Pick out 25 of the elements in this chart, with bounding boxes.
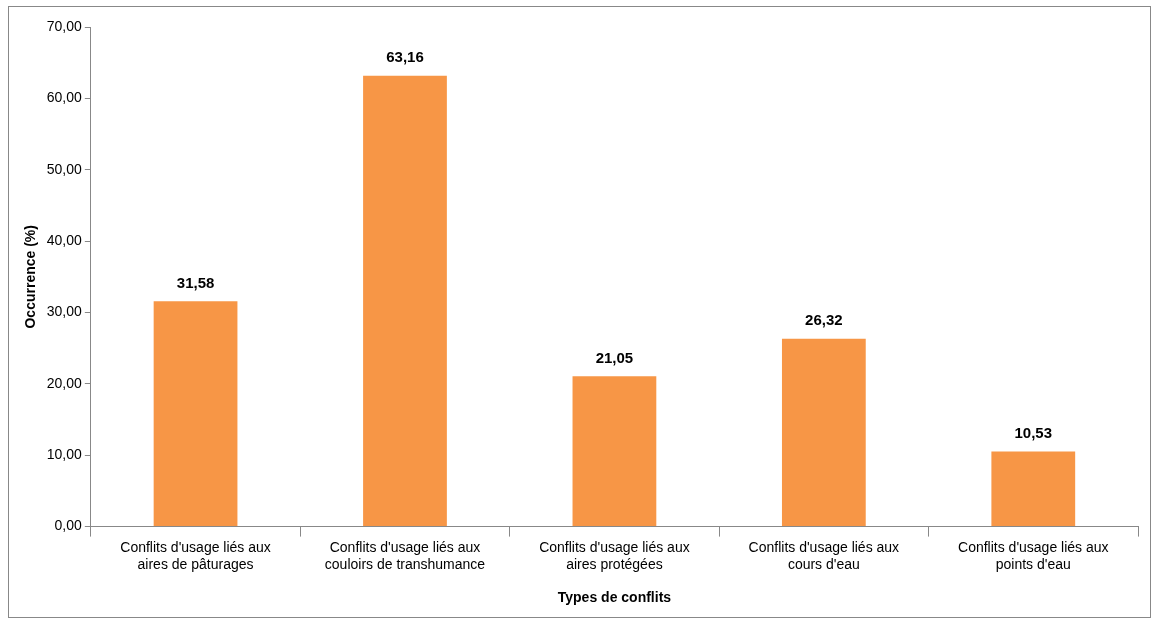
y-axis-title: Occurrence (%) <box>22 225 39 329</box>
data-label: 10,53 <box>1014 424 1053 442</box>
y-tick-label: 70,00 <box>46 17 83 34</box>
bar <box>153 301 238 527</box>
y-tick-label: 40,00 <box>46 231 83 248</box>
y-tick-label: 20,00 <box>46 374 83 391</box>
bar <box>781 338 866 527</box>
data-label: 31,58 <box>176 273 215 291</box>
data-label: 26,32 <box>805 311 843 329</box>
x-tick-label: Conflits d'usage liés aux points d'eau <box>958 538 1109 572</box>
bar <box>572 376 657 527</box>
x-tick-label: Conflits d'usage liés aux aires protégées <box>539 538 690 572</box>
data-label: 63,16 <box>386 48 424 66</box>
x-tick-label: Conflits d'usage liés aux aires de pâturages <box>120 538 271 572</box>
y-tick-label: 0,00 <box>54 517 83 534</box>
x-tick-label: Conflits d'usage liés aux cours d'eau <box>748 538 900 572</box>
y-tick-label: 60,00 <box>46 89 83 106</box>
x-axis-title: Types de conflits <box>557 589 672 606</box>
x-tick-label: Conflits d'usage liés aux couloirs de transhumance <box>324 538 486 572</box>
bar <box>991 451 1076 527</box>
data-label: 21,05 <box>595 349 634 366</box>
y-tick-label: 30,00 <box>46 303 83 320</box>
y-tick-label: 50,00 <box>46 160 83 177</box>
bar <box>363 75 447 527</box>
y-tick-label: 10,00 <box>46 446 83 463</box>
